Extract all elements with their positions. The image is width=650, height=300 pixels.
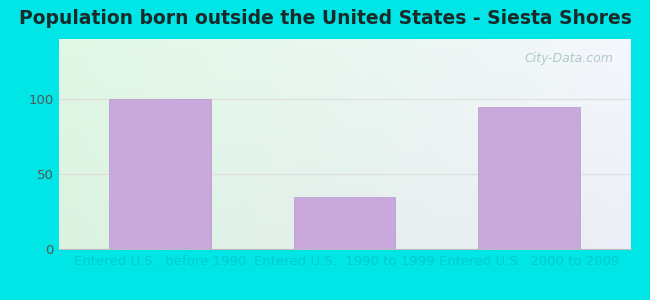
Bar [478,106,580,249]
Text: City-Data.com: City-Data.com [525,52,614,64]
Bar [109,99,211,249]
Text: Population born outside the United States - Siesta Shores: Population born outside the United State… [19,9,631,28]
Bar [294,196,395,249]
